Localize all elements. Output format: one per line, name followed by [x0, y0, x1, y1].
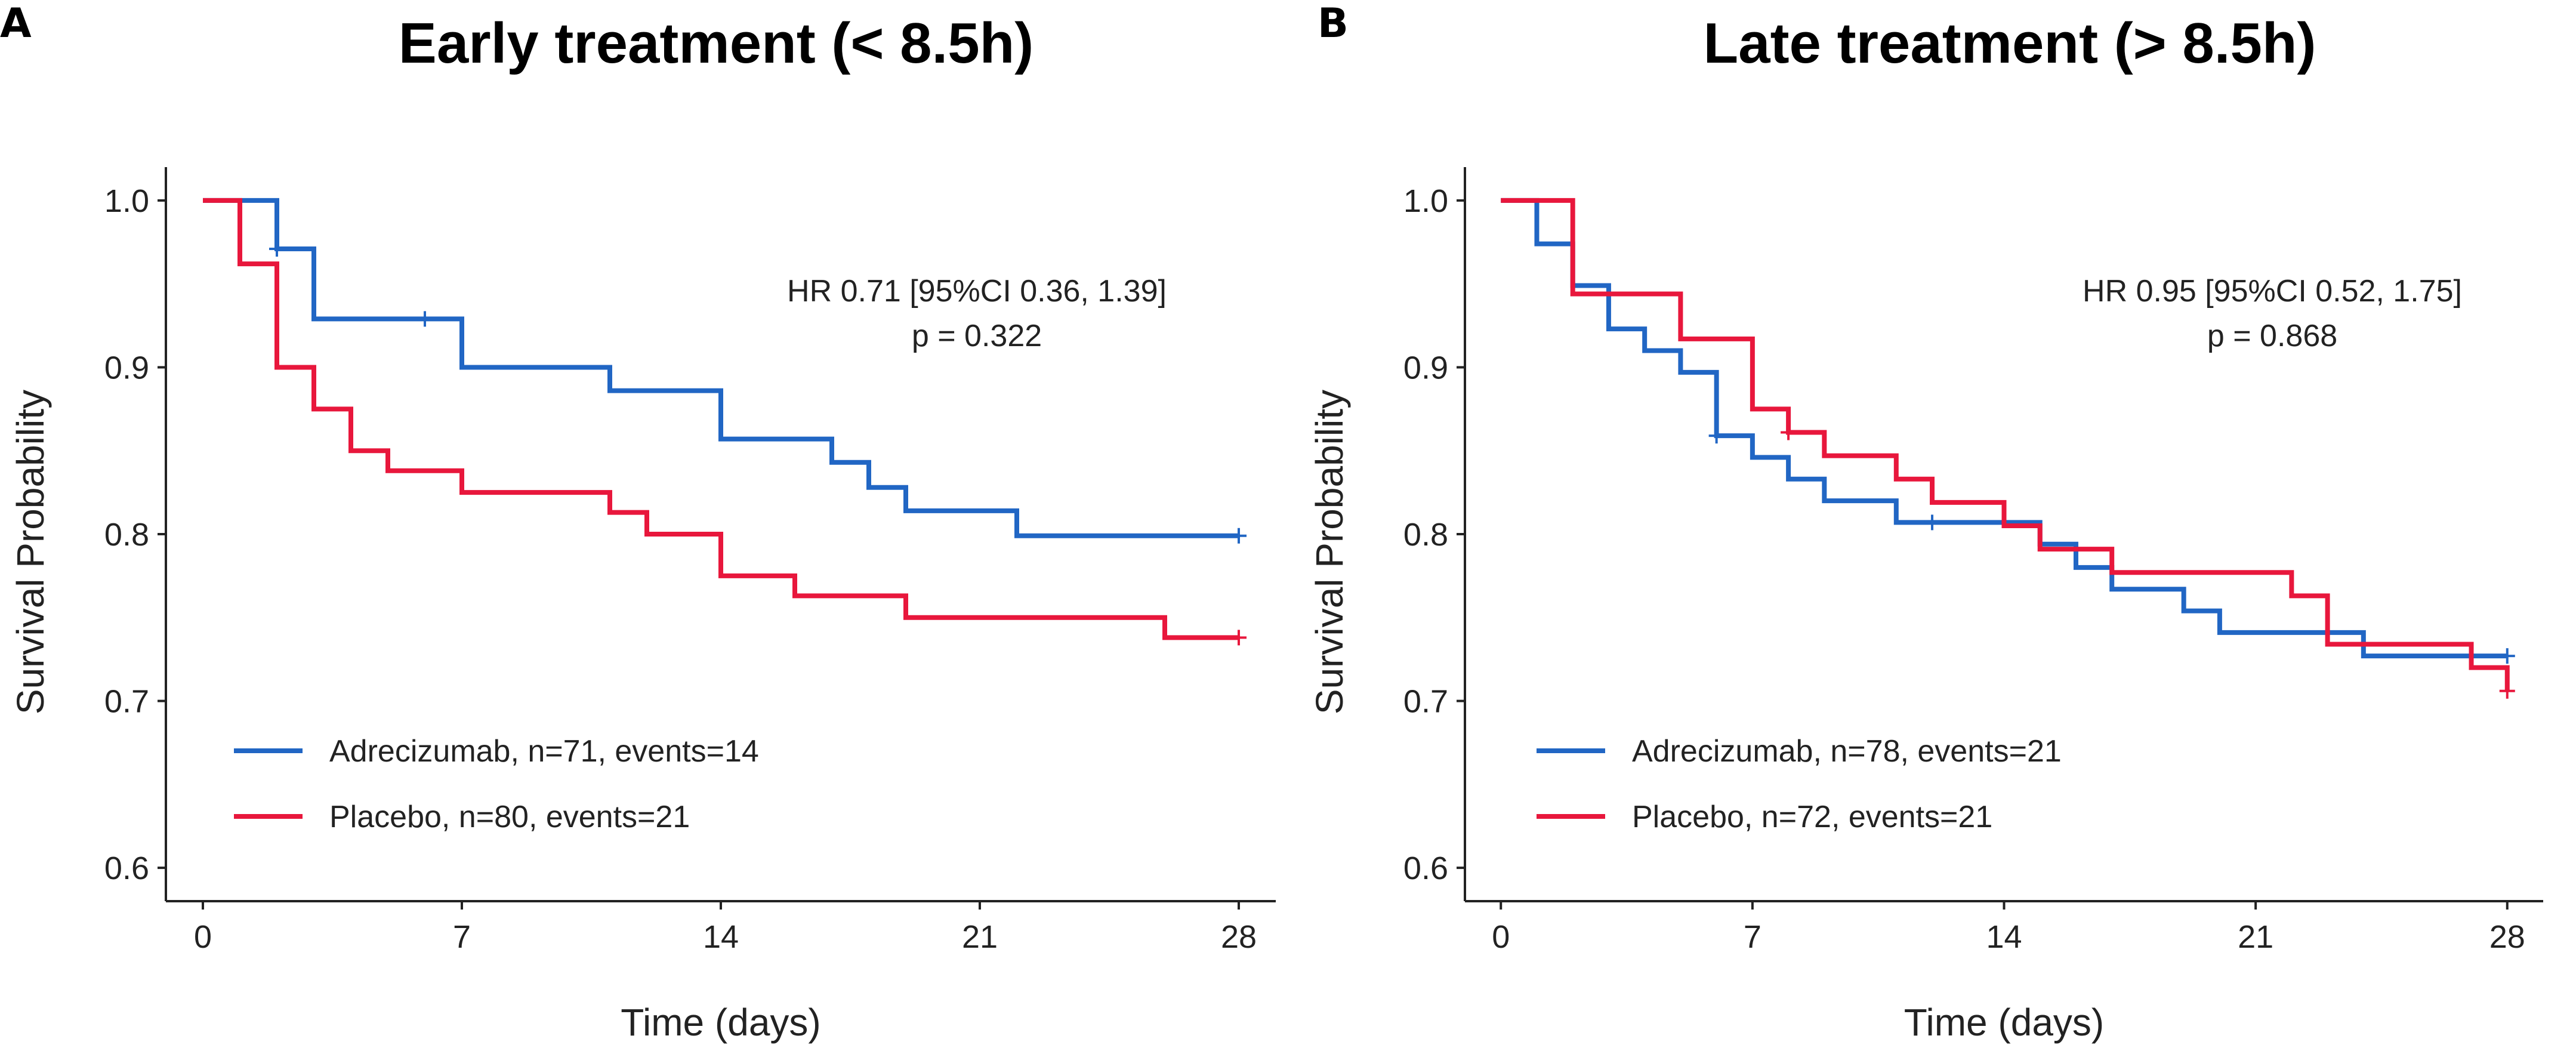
panel-a: A Early treatment (< 8.5h) 0.6 0.7 0.8 0.9 1.0…: [0, 0, 1276, 1044]
survival-curve-adrecizumab: [1501, 198, 2507, 659]
censor-mark: [2499, 683, 2515, 699]
x-tick-label: 7: [1744, 919, 1761, 955]
x-tick-label: 7: [453, 919, 471, 955]
y-tick-label: 0.6: [1403, 850, 1448, 886]
y-tick-label: 0.8: [104, 517, 149, 553]
y-axis-title: Survival Probability: [9, 390, 52, 714]
censor-mark: [417, 311, 433, 327]
y-tick-label: 0.7: [1403, 684, 1448, 720]
censor-mark: [2499, 648, 2515, 664]
x-tick-label: 21: [962, 919, 998, 955]
hazard-ratio-annotation: HR 0.95 [95%CI 0.52, 1.75]: [2083, 274, 2462, 309]
censor-mark: [1781, 424, 1797, 440]
y-tick-label: 1.0: [1403, 183, 1448, 219]
x-tick-label: 21: [2238, 919, 2273, 955]
hazard-ratio-annotation: HR 0.71 [95%CI 0.36, 1.39]: [787, 274, 1167, 309]
panel-b: B Late treatment (> 8.5h) 0.6 0.7 0.8 0.9 1.0 0…: [1308, 0, 2543, 1044]
x-tick-label: 28: [1221, 919, 1257, 955]
censor-mark: [269, 241, 285, 257]
y-tick-label: 0.8: [1403, 517, 1448, 553]
legend-label-adrecizumab: Adrecizumab, n=78, events=21: [1632, 734, 2062, 769]
legend-label-adrecizumab: Adrecizumab, n=71, events=14: [329, 734, 759, 769]
x-axis-title: Time (days): [621, 1001, 820, 1044]
p-value-annotation: p = 0.322: [912, 319, 1042, 353]
y-axis-title: Survival Probability: [1308, 390, 1351, 714]
x-tick-label: 14: [1986, 919, 2022, 955]
chart-title: Early treatment (< 8.5h): [399, 11, 1034, 75]
x-tick-label: 14: [703, 919, 739, 955]
panel-letter: B: [1318, 0, 1349, 47]
survival-curve-adrecizumab: [203, 198, 1239, 538]
x-tick-label: 28: [2489, 919, 2525, 955]
legend-label-placebo: Placebo, n=80, events=21: [329, 800, 690, 834]
x-axis-title: Time (days): [1904, 1001, 2104, 1044]
x-tick-label: 0: [1492, 919, 1510, 955]
survival-curve-placebo: [1501, 198, 2510, 691]
y-tick-label: 1.0: [104, 183, 149, 219]
survival-curve-placebo: [203, 198, 1239, 640]
censor-mark: [1924, 514, 1941, 531]
chart-title: Late treatment (> 8.5h): [1704, 11, 2316, 75]
panel-letter: A: [0, 0, 32, 47]
y-tick-label: 0.9: [1403, 350, 1448, 386]
censor-mark: [1708, 428, 1724, 444]
y-tick-label: 0.9: [104, 350, 149, 386]
censor-mark: [1231, 528, 1247, 544]
legend-label-placebo: Placebo, n=72, events=21: [1632, 800, 1992, 834]
x-tick-label: 0: [194, 919, 212, 955]
y-tick-label: 0.7: [104, 684, 149, 720]
censor-mark: [1231, 630, 1247, 646]
y-tick-label: 0.6: [104, 850, 149, 886]
p-value-annotation: p = 0.868: [2207, 319, 2337, 353]
